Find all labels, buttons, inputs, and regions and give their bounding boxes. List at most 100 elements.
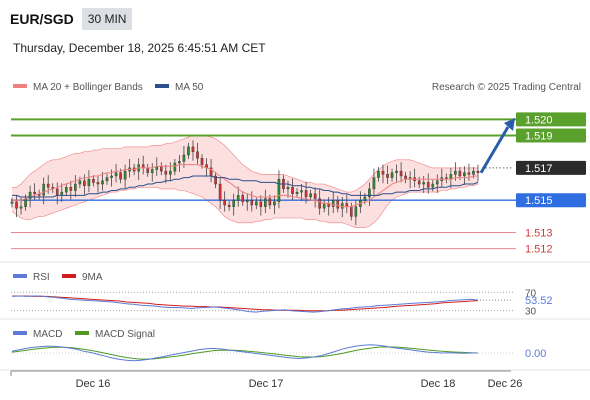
candle-body	[336, 200, 340, 209]
timeframe-badge[interactable]: 30 MIN	[81, 8, 133, 30]
candle-body	[223, 200, 226, 206]
candle-body	[24, 198, 27, 207]
candle-body	[200, 157, 204, 165]
x-tick-label: Dec 16	[76, 378, 111, 390]
candle-body	[123, 170, 127, 180]
legend-rsi-ma-label: 9MA	[82, 272, 103, 283]
candle-body	[255, 201, 258, 206]
last-price-tag	[516, 160, 586, 175]
candle-body	[87, 178, 91, 186]
candle-body	[340, 203, 344, 209]
x-tick-label: Dec 26	[488, 378, 523, 390]
candle-body	[196, 151, 199, 159]
candle-body	[60, 191, 64, 196]
candle-body	[241, 195, 245, 203]
forecast-arrow-head	[504, 118, 515, 132]
candle-body	[96, 182, 100, 185]
candle-body	[472, 170, 475, 175]
candles-group	[10, 140, 480, 226]
candle-body	[150, 169, 154, 173]
rsi-tick-label: 30	[525, 307, 537, 318]
ma20-line	[12, 164, 478, 208]
rsi-line	[11, 295, 479, 313]
candle-body	[101, 180, 104, 185]
candle-body	[381, 170, 385, 175]
ma50-line	[12, 175, 479, 198]
candle-body	[354, 206, 358, 217]
datetime-label: Thursday, December 18, 2025 6:45:51 AM C…	[13, 41, 266, 55]
candle-body	[350, 206, 353, 217]
copyright-text: Research © 2025 Trading Central	[432, 82, 581, 93]
rsi-last-value: 53.52	[525, 295, 553, 307]
price-level-label: 1.517	[525, 163, 553, 175]
candle-body	[74, 183, 77, 191]
candle-body	[368, 188, 371, 198]
macd-signal-line	[11, 346, 479, 360]
support-price-tag	[516, 193, 586, 208]
candle-body	[15, 201, 18, 209]
macd-last-value: 0.00	[525, 348, 546, 360]
candle-body	[426, 182, 430, 188]
rsi-ma-line	[12, 295, 479, 312]
candle-body	[331, 200, 335, 207]
candle-body	[422, 182, 426, 185]
legend-swatch-rsi	[13, 274, 27, 278]
candle-body	[295, 191, 299, 194]
x-tick-label: Dec 17	[249, 378, 284, 390]
candle-body	[105, 177, 109, 182]
forecast-arrow-shaft	[479, 126, 510, 174]
bollinger-band-fill	[12, 135, 478, 228]
candle-body	[187, 146, 190, 156]
candle-body	[141, 164, 145, 169]
candle-body	[264, 198, 267, 207]
candle-body	[64, 187, 68, 193]
candle-body	[304, 190, 308, 198]
candle-body	[313, 193, 317, 199]
candle-body	[467, 172, 471, 175]
candle-body	[463, 172, 466, 177]
legend-rsi-label: RSI	[33, 272, 50, 283]
legend-swatch-macd-signal	[75, 331, 89, 335]
legend-swatch-ma50	[155, 84, 169, 88]
legend-swatch-rsi-ma	[62, 274, 76, 278]
candle-body	[46, 183, 50, 188]
price-level-label: 1.519	[525, 131, 553, 143]
legend-ma20-label: MA 20 + Bollinger Bands	[33, 82, 143, 93]
candle-body	[69, 187, 73, 191]
candle-body	[300, 190, 303, 193]
candle-body	[55, 188, 59, 196]
resistance-price-tag	[516, 112, 586, 127]
macd-panel: 0.00	[11, 344, 546, 362]
candle-body	[218, 183, 222, 201]
candle-body	[173, 162, 177, 172]
candle-body	[377, 170, 380, 178]
candle-body	[309, 193, 312, 198]
symbol-title: EUR/SGD	[10, 11, 74, 27]
macd-line	[11, 344, 478, 362]
candle-body	[390, 172, 394, 178]
candle-body	[386, 174, 389, 178]
candle-body	[214, 175, 217, 185]
candle-body	[286, 187, 290, 190]
candle-body	[110, 175, 113, 178]
candle-body	[169, 170, 172, 175]
candle-body	[250, 200, 254, 206]
resistance-price-tag	[516, 128, 586, 143]
legend-macd-label: MACD	[33, 329, 62, 340]
candle-body	[114, 172, 118, 177]
candle-body	[291, 187, 294, 194]
candle-body	[182, 154, 186, 162]
candle-body	[399, 170, 403, 177]
candle-body	[83, 180, 86, 186]
candle-body	[42, 183, 45, 196]
candle-body	[417, 180, 421, 185]
candle-body	[245, 200, 249, 203]
candle-body	[119, 172, 122, 180]
candle-body	[458, 170, 462, 177]
candle-body	[236, 195, 240, 201]
candle-body	[227, 204, 231, 207]
candle-body	[372, 177, 376, 190]
price-level-label: 1.520	[525, 114, 553, 126]
